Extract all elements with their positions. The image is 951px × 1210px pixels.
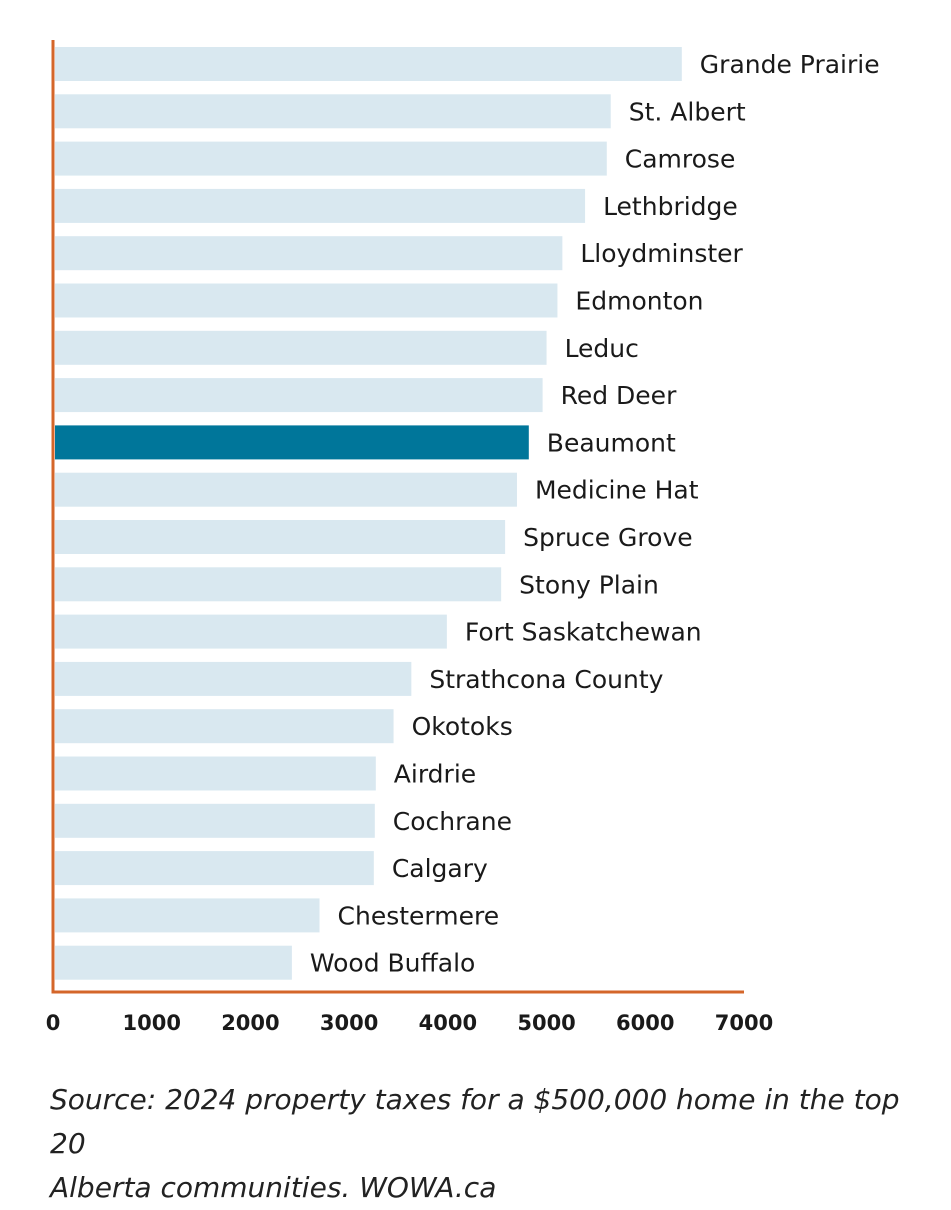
bar-medicine-hat	[55, 472, 517, 507]
x-tick-2000: 2000	[221, 1011, 279, 1035]
bar-fort-saskatchewan	[55, 614, 447, 649]
label-medicine-hat: Medicine Hat	[535, 476, 699, 505]
bar-strathcona-county	[55, 661, 412, 696]
bar-spruce-grove	[55, 520, 506, 554]
label-beaumont: Beaumont	[547, 428, 676, 457]
bar-beaumont	[55, 425, 529, 460]
label-calgary: Calgary	[392, 854, 488, 883]
bar-chestermere	[55, 898, 320, 933]
source-line-2: Alberta communities. WOWA.ca	[50, 1171, 497, 1204]
label-spruce-grove: Spruce Grove	[523, 523, 693, 552]
source-line-1: Source: 2024 property taxes for a $500,0…	[50, 1083, 900, 1160]
label-fort-saskatchewan: Fort Saskatchewan	[465, 618, 702, 647]
label-wood-buffalo: Wood Buffalo	[310, 949, 475, 978]
label-cochrane: Cochrane	[393, 807, 512, 836]
x-tick-7000: 7000	[715, 1011, 773, 1035]
bar-chart: Grande Prairie St. Albert Camrose Lethbridg…	[46, 40, 880, 1035]
bar-lethbridge	[55, 188, 586, 223]
x-tick-3000: 3000	[320, 1011, 378, 1035]
source-note: Source: 2024 property taxes for a $500,0…	[50, 1078, 930, 1210]
x-tick-0: 0	[46, 1011, 61, 1035]
x-tick-4000: 4000	[419, 1011, 477, 1035]
bar-stony-plain	[55, 567, 502, 602]
label-edmonton: Edmonton	[575, 287, 703, 316]
label-strathcona-county: Strathcona County	[429, 665, 663, 694]
bars-group	[55, 47, 682, 980]
label-camrose: Camrose	[625, 145, 736, 174]
x-tick-6000: 6000	[616, 1011, 674, 1035]
label-leduc: Leduc	[565, 334, 639, 363]
label-st-albert: St. Albert	[629, 97, 746, 126]
bar-wood-buffalo	[55, 945, 292, 980]
label-lethbridge: Lethbridge	[603, 192, 738, 221]
bar-okotoks	[55, 709, 394, 744]
label-lloydminster: Lloydminster	[580, 239, 743, 268]
category-labels-group: Grande Prairie St. Albert Camrose Lethbridg…	[310, 50, 880, 978]
bar-lloydminster	[55, 236, 563, 271]
bar-camrose	[55, 141, 607, 176]
bar-airdrie	[55, 756, 376, 791]
bar-edmonton	[55, 283, 558, 318]
label-grande-prairie: Grande Prairie	[700, 50, 880, 79]
bar-cochrane	[55, 803, 375, 838]
bar-st-albert	[55, 94, 611, 129]
label-stony-plain: Stony Plain	[519, 570, 659, 599]
bar-grande-prairie	[55, 47, 682, 81]
label-airdrie: Airdrie	[394, 760, 476, 789]
x-tick-5000: 5000	[517, 1011, 575, 1035]
x-tick-labels-group: 0 1000 2000 3000 4000 5000 6000 7000	[46, 1011, 774, 1035]
bar-leduc	[55, 330, 547, 365]
bar-red-deer	[55, 378, 543, 413]
label-chestermere: Chestermere	[338, 901, 500, 930]
label-red-deer: Red Deer	[561, 381, 677, 410]
label-okotoks: Okotoks	[412, 712, 513, 741]
x-tick-1000: 1000	[122, 1011, 180, 1035]
bar-calgary	[55, 851, 374, 886]
